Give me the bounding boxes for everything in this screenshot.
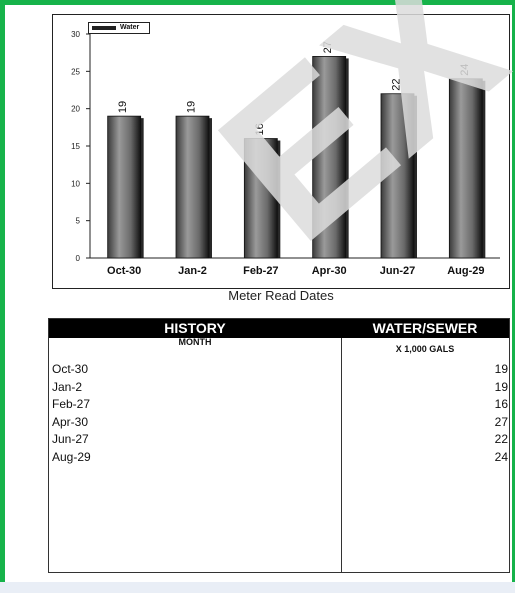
- subheader-units: X 1,000 GALS: [395, 344, 455, 354]
- table-row: Apr-30 27: [52, 414, 508, 432]
- y-tick-label: 20: [71, 105, 80, 114]
- table-row: Jan-2 19: [52, 379, 508, 397]
- bar: [107, 115, 142, 259]
- table-rows: Oct-30 19 Jan-2 19 Feb-27 16 Apr-30 27 Jun-27 22 A…: [52, 361, 508, 466]
- row-value: 22: [494, 432, 508, 446]
- x-tick-label: Oct-30: [107, 265, 141, 277]
- legend-swatch: [92, 26, 116, 30]
- header-water-sewer: WATER/SEWER: [372, 320, 478, 336]
- row-value: 27: [494, 414, 508, 429]
- row-value: 16: [494, 397, 508, 411]
- bar-data-label: 19: [117, 101, 129, 113]
- legend: Water: [88, 22, 150, 34]
- y-tick-label: 25: [71, 67, 80, 76]
- row-month: Feb-27: [52, 397, 91, 411]
- x-tick-label: Feb-27: [243, 265, 278, 277]
- bar: [243, 138, 278, 259]
- row-month: Jan-2: [52, 379, 83, 394]
- row-month: Jun-27: [52, 432, 89, 446]
- y-tick-label: 30: [71, 30, 80, 39]
- row-value: 24: [494, 449, 508, 464]
- x-tick-label: Jan-2: [178, 265, 207, 277]
- x-axis-title: Meter Read Dates: [228, 288, 334, 303]
- bar-data-label: 19: [186, 101, 198, 113]
- bar: [312, 56, 347, 259]
- x-tick-label: Jun-27: [380, 265, 415, 277]
- table-row: Aug-29 24: [52, 449, 508, 467]
- y-tick-label: 10: [71, 179, 80, 188]
- bottom-band: [0, 582, 515, 593]
- bar-data-label: 24: [459, 64, 471, 76]
- y-tick-label: 0: [76, 254, 81, 263]
- table-row: Oct-30 19: [52, 361, 508, 379]
- table-row: Feb-27 16: [52, 396, 508, 414]
- bar-data-label: 27: [322, 41, 334, 53]
- row-month: Apr-30: [52, 414, 89, 429]
- bar-data-label: 16: [254, 123, 266, 135]
- header-history: HISTORY: [164, 320, 226, 336]
- row-value: 19: [494, 379, 508, 394]
- bar-chart: 0 5 10 15 20 25 30 19 Oct-30 19 Jan-2 16 Feb-27 27 Apr…: [71, 30, 500, 277]
- table-header: HISTORY WATER/SEWER: [49, 319, 509, 338]
- legend-label: Water: [120, 24, 140, 31]
- table-row: Jun-27 22: [52, 431, 508, 449]
- x-tick-label: Apr-30: [312, 265, 347, 277]
- bar-data-label: 22: [391, 78, 403, 90]
- x-tick-label: Aug-29: [447, 265, 484, 277]
- row-value: 19: [494, 362, 508, 376]
- bar: [175, 115, 210, 259]
- subheader-month: MONTH: [178, 337, 212, 347]
- row-month: Oct-30: [52, 362, 89, 376]
- row-month: Aug-29: [52, 449, 91, 464]
- y-tick-label: 15: [71, 142, 80, 151]
- history-table: HISTORY WATER/SEWER MONTH X 1,000 GALS O…: [48, 318, 510, 573]
- bar: [448, 78, 483, 259]
- y-tick-label: 5: [76, 217, 81, 226]
- bar: [380, 93, 415, 259]
- column-divider: [341, 338, 342, 573]
